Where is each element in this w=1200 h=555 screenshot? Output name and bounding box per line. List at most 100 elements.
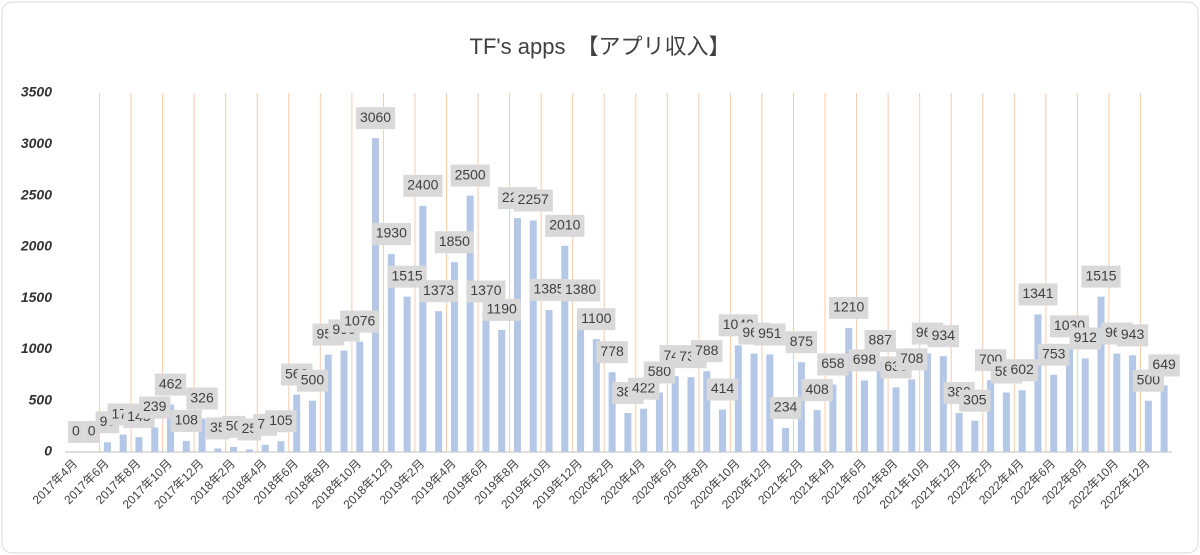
y-tick-label: 500 [29,391,53,407]
data-label-box [387,265,427,288]
data-label-text: 753 [1042,345,1066,361]
bar [387,254,395,452]
bar [608,372,616,452]
data-label: 305 [959,389,991,412]
data-label: 1190 [482,298,521,321]
bar [908,379,916,452]
data-label-box [403,174,443,197]
data-label-box [1148,354,1180,377]
data-label-box [186,387,218,410]
data-label: 698 [848,349,881,372]
data-label: 1515 [1081,265,1121,288]
data-label-text: 234 [774,399,798,415]
data-label-box [513,189,553,212]
data-label: 934 [927,325,959,348]
bar [419,205,427,452]
bar [955,413,963,452]
data-label-text: 788 [695,342,719,358]
data-label: 708 [896,348,928,371]
data-label: 234 [769,396,802,419]
bar [592,339,600,452]
data-label-text: 2010 [549,217,580,233]
data-label: 408 [801,379,833,402]
bar [1034,314,1042,452]
y-tick-label: 3500 [21,84,52,100]
data-label: 602 [1006,359,1038,382]
y-tick-label: 2000 [20,238,52,254]
bar [845,327,853,452]
bar [198,418,206,452]
data-label-text: 414 [711,380,735,396]
data-label: 658 [817,353,849,376]
data-label: 1380 [560,279,601,302]
bar [277,441,285,452]
data-label: 788 [691,340,723,363]
data-label-text: 658 [821,355,845,371]
data-label-text: 305 [963,391,987,407]
bar [734,345,742,452]
bar [435,311,443,452]
data-label-text: 408 [805,381,829,397]
data-label-box [529,278,569,301]
data-label-text: 1373 [423,282,454,298]
bar [876,361,884,452]
data-label-box [466,280,506,303]
data-label-text: 934 [932,327,956,343]
data-label-text: 778 [600,343,624,359]
data-label-text: 887 [869,332,893,348]
data-label-box [691,340,723,363]
data-label-text: 500 [301,371,325,387]
bar [640,408,648,452]
data-label: 1850 [434,231,474,254]
bar [324,354,332,452]
bar [529,220,537,452]
bar [655,392,663,452]
data-label-text: 943 [1121,326,1145,342]
bar [892,387,900,452]
data-label-text: 580 [648,363,672,379]
data-label-text: 2500 [455,166,486,182]
data-label-box [83,421,100,443]
bar [1160,385,1168,452]
data-label: 649 [1148,354,1180,377]
data-label: 1370 [466,280,506,303]
bar [987,380,995,452]
bar [829,384,837,452]
bar [797,362,805,452]
data-label: 2400 [403,174,443,197]
data-label: 1930 [371,223,411,246]
data-label-box [706,378,739,401]
bar [356,341,364,452]
bar [151,427,159,452]
bar [308,400,316,452]
bar [766,354,774,452]
data-label-text: 0 [88,423,96,439]
bar [939,356,947,452]
data-label-box [801,379,833,402]
bar [1129,355,1137,452]
data-label-box [927,325,959,348]
data-label-text: 1380 [565,281,596,297]
data-label-box [560,279,601,302]
data-label-box [1116,324,1149,347]
bar [403,296,411,452]
data-label-box [817,353,849,376]
data-label-text: 2257 [518,191,549,207]
data-label-text: 649 [1152,356,1176,372]
data-label: 2010 [545,214,585,237]
data-label-text: 1076 [344,312,375,328]
data-label-text: 2400 [407,177,438,193]
data-label: 1076 [340,310,380,333]
bar [561,245,569,452]
data-label: 326 [186,387,218,410]
bar [340,350,348,452]
data-label-box [419,280,459,303]
data-label: 3060 [355,107,396,130]
data-label-text: 3060 [360,109,391,125]
data-label-box [154,373,187,396]
data-label-text: 1515 [1085,267,1116,283]
bar [1018,390,1026,452]
data-label-text: 326 [190,389,214,405]
bar [860,380,868,452]
